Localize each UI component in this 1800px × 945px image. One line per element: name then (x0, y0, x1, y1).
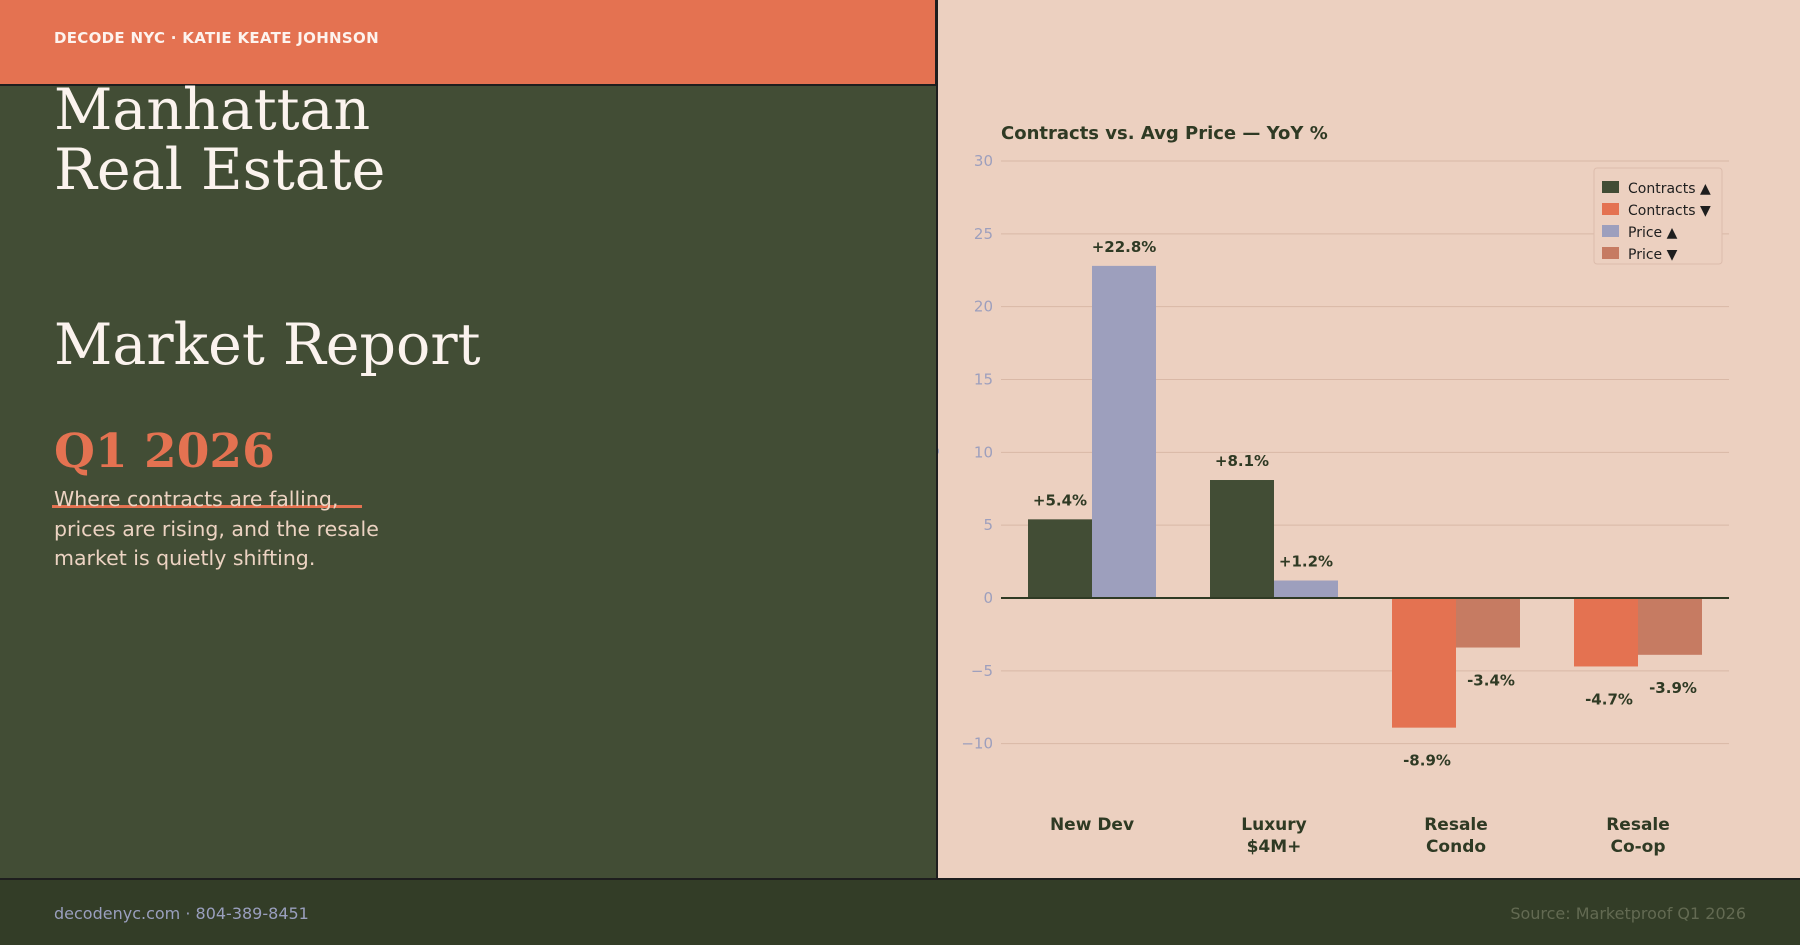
legend-swatch (1602, 247, 1619, 259)
y-tick-label: 20 (974, 298, 993, 316)
data-label: -3.4% (1467, 672, 1515, 690)
footer-source: Source: Marketproof Q1 2026 (1510, 904, 1746, 923)
legend-label: Price ▼ (1628, 247, 1678, 263)
y-tick-label: 0 (983, 589, 993, 607)
title-line-3: Market Report (54, 312, 481, 378)
y-tick-label: 30 (974, 152, 993, 170)
chart-panel: Contracts vs. Avg Price — YoY % 30 25 20 15 1… (936, 0, 1800, 878)
x-tick-label: Resale (1606, 815, 1670, 835)
data-label: +1.2% (1279, 553, 1333, 571)
data-label: -4.7% (1585, 690, 1633, 708)
data-label: -3.9% (1649, 679, 1697, 697)
bar-price (1092, 265, 1156, 598)
footer-contact: decodenyc.com · 804-389-8451 (54, 904, 309, 923)
x-tick-label: Condo (1426, 837, 1486, 857)
y-tick-label: 15 (974, 371, 993, 389)
brand-label: DECODE NYC · KATIE KEATE JOHNSON (54, 29, 379, 47)
tagline: Where contracts are falling, prices are … (54, 487, 379, 570)
y-tick-label: 25 (974, 225, 993, 243)
legend-label: Contracts ▼ (1628, 203, 1711, 219)
x-tick-label: $4M+ (1247, 837, 1302, 857)
y-tick-label: 5 (983, 516, 993, 534)
left-panel: DECODE NYC · KATIE KEATE JOHNSON Manhatt… (0, 0, 936, 878)
y-tick-label: −5 (971, 662, 993, 680)
bar-contracts (1028, 519, 1092, 598)
bar-contracts (1210, 480, 1274, 598)
data-label: +22.8% (1092, 238, 1157, 256)
y-axis-label: Year-Over-Year Change (%) (938, 406, 940, 607)
bar-contracts (1392, 598, 1456, 728)
data-label: -8.9% (1403, 752, 1451, 770)
data-label: +8.1% (1215, 452, 1269, 470)
bar-price (1274, 580, 1338, 598)
title-line-1: Manhattan (54, 77, 371, 143)
bar-price (1638, 598, 1702, 655)
legend-swatch (1602, 225, 1619, 237)
data-label: +5.4% (1033, 491, 1087, 509)
title-line-2: Real Estate (54, 137, 386, 203)
header-band: DECODE NYC · KATIE KEATE JOHNSON (0, 0, 936, 86)
legend-label: Contracts ▲ (1628, 181, 1711, 197)
x-tick-label: Co-op (1610, 837, 1665, 857)
legend-swatch (1602, 203, 1619, 215)
x-tick-label: New Dev (1050, 815, 1134, 835)
legend-swatch (1602, 181, 1619, 193)
bar-contracts (1574, 598, 1638, 667)
footer: decodenyc.com · 804-389-8451 Source: Mar… (0, 878, 1800, 945)
legend-box (1593, 167, 1723, 265)
legend-label: Price ▲ (1628, 225, 1678, 241)
chart-title: Contracts vs. Avg Price — YoY % (1001, 123, 1328, 144)
x-tick-label: Luxury (1241, 815, 1306, 835)
y-tick-label: 10 (974, 443, 993, 461)
bar-price (1456, 598, 1520, 648)
quarter-label: Q1 2026 (54, 424, 275, 479)
tagline-underline (52, 505, 362, 508)
y-tick-label: −10 (961, 735, 993, 753)
chart: Contracts vs. Avg Price — YoY % 30 25 20 15 1… (938, 123, 1729, 857)
x-tick-label: Resale (1424, 815, 1488, 835)
